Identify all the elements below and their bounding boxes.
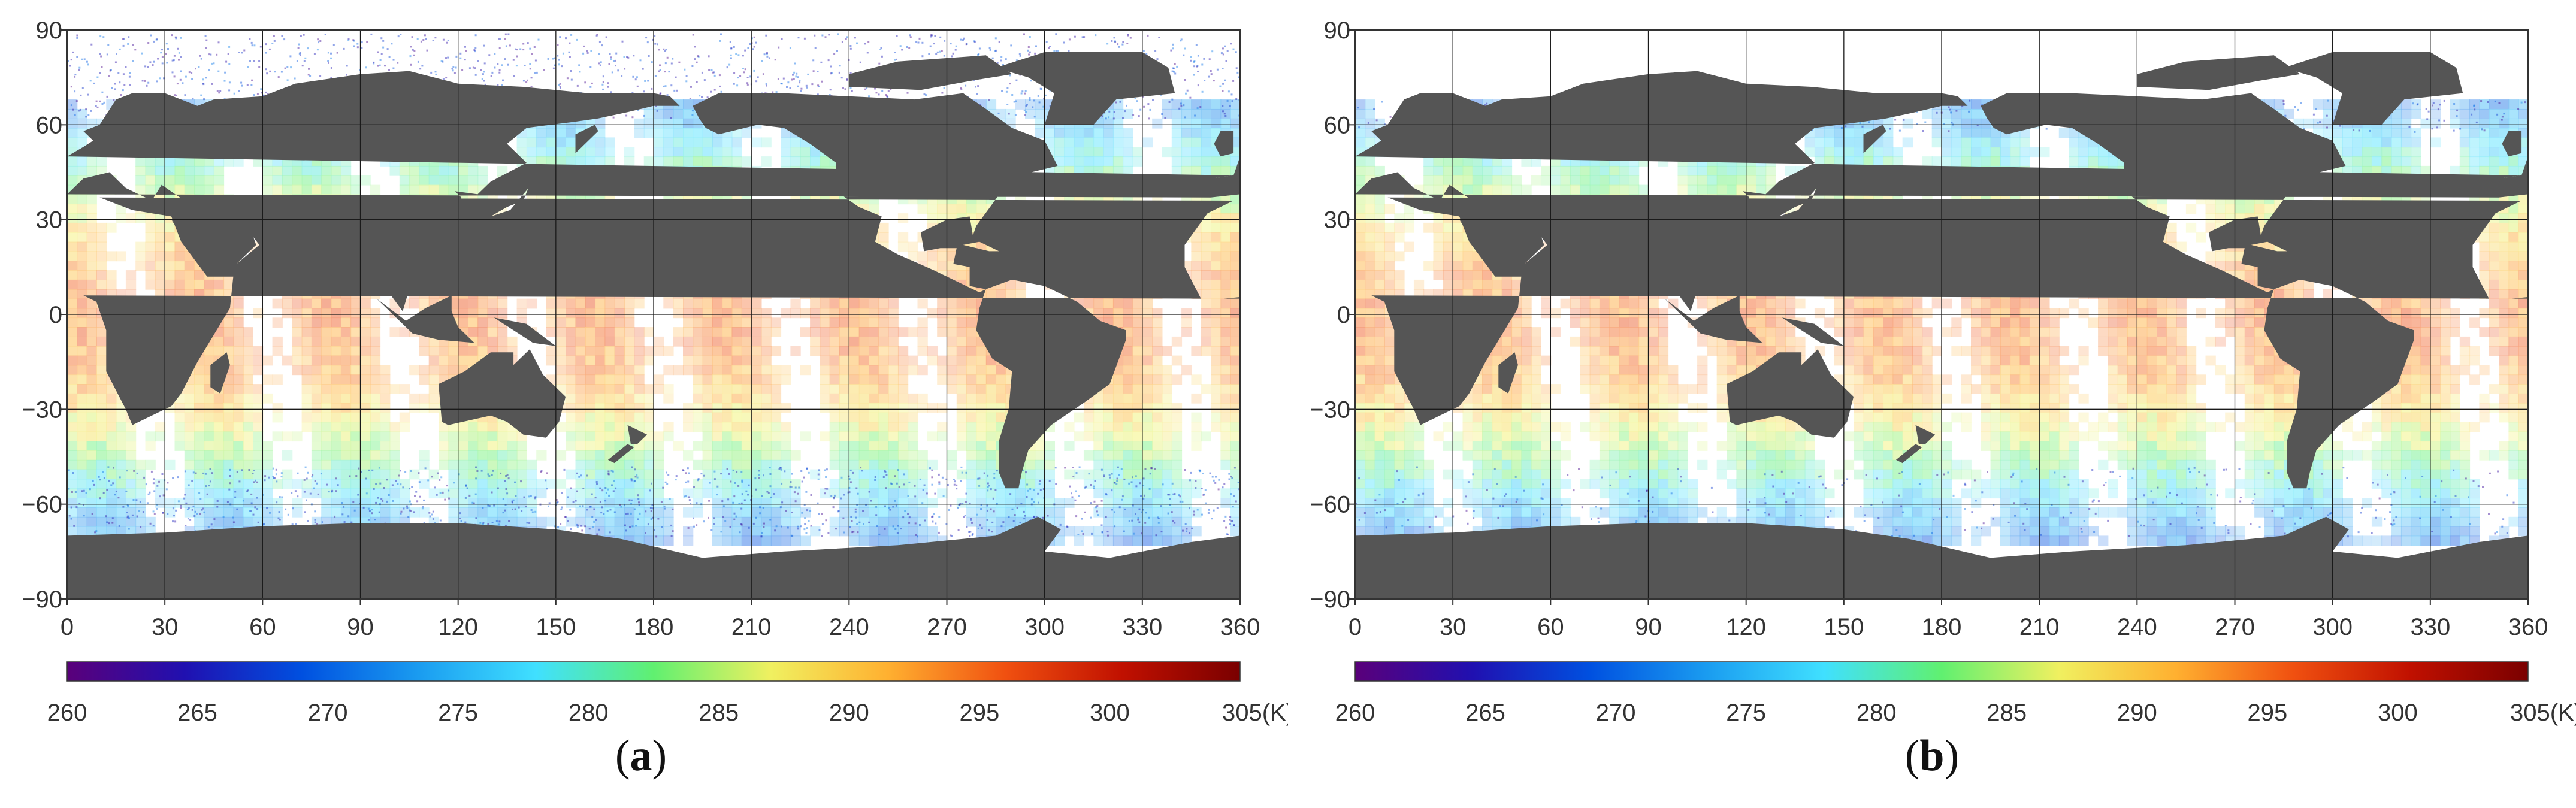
colorbar-tick-label: 300	[2378, 700, 2418, 726]
lat-tick-label: 60	[36, 112, 63, 138]
panel-b: 90 60 30 0 −30 −60 −90 0 30 60 90 120 150 180 210 240 27…	[1288, 0, 2576, 808]
lon-tick-label: 330	[1122, 614, 1162, 640]
lat-tick-label: 30	[1324, 207, 1351, 234]
land-mask-wrap	[2499, 156, 2528, 299]
colorbar-tick-label: 285	[1987, 700, 2027, 726]
lat-tick-label: 90	[36, 17, 63, 44]
lat-tick-label: −60	[1310, 492, 1350, 518]
colorbar-tick-label: 295	[960, 700, 1000, 726]
lon-tick-label: 360	[2508, 614, 2548, 640]
lon-tick-label: 330	[2410, 614, 2450, 640]
lon-tick-label: 60	[249, 614, 276, 640]
graticule	[1355, 30, 2528, 599]
lon-tick-label: 240	[2117, 614, 2157, 640]
lon-tick-label: 90	[1635, 614, 1662, 640]
panel-a-caption: (a)	[615, 731, 667, 780]
panel-a: 90 60 30 0 −30 −60 −90 0 30 60 90 120 150 180 210 240 27…	[22, 17, 1288, 780]
lon-tick-label: 240	[829, 614, 869, 640]
lon-tick-label: 30	[152, 614, 179, 640]
lat-tick-label: −90	[1310, 586, 1350, 613]
colorbar-tick-label: 290	[829, 700, 869, 726]
lon-tick-label: 30	[1440, 614, 1467, 640]
lat-tick-label: 90	[1324, 17, 1351, 44]
lon-tick-label: 300	[2312, 614, 2353, 640]
lon-tick-label: 210	[2019, 614, 2060, 640]
lon-tick-label: 360	[1220, 614, 1260, 640]
lon-tick-label: 180	[1922, 614, 1962, 640]
colorbar-tick-label: 280	[569, 700, 609, 726]
lat-tick-label: −30	[1310, 397, 1350, 423]
lat-tick-label: 0	[1337, 302, 1350, 328]
lon-tick-label: 120	[438, 614, 478, 640]
colorbar-tick-label: 305(K)	[1222, 700, 1288, 726]
colorbar-tick-label: 285	[699, 700, 739, 726]
colorbar-tick-label: 260	[47, 700, 87, 726]
lat-tick-label: −90	[22, 586, 62, 613]
colorbar-tick-label: 265	[1465, 700, 1505, 726]
colorbar	[66, 661, 1241, 682]
colorbar-tick-label: 265	[177, 700, 217, 726]
lon-tick-label: 150	[536, 614, 576, 640]
colorbar	[1354, 661, 2529, 682]
lon-tick-label: 0	[61, 614, 74, 640]
panel-b-caption: (b)	[1904, 731, 1960, 780]
graticule	[67, 30, 1240, 599]
colorbar-tick-label: 260	[1335, 700, 1375, 726]
lon-tick-label: 270	[927, 614, 967, 640]
lon-tick-label: 210	[731, 614, 772, 640]
colorbar-tick-label: 280	[1857, 700, 1897, 726]
lat-tick-label: −60	[22, 492, 62, 518]
colorbar-tick-label: 300	[1090, 700, 1130, 726]
colorbar-tick-label: 270	[1596, 700, 1636, 726]
colorbar-tick-label: 275	[1726, 700, 1766, 726]
lon-tick-label: 120	[1726, 614, 1766, 640]
lat-tick-label: 60	[1324, 112, 1351, 138]
lat-tick-label: −30	[22, 397, 62, 423]
lat-tick-label: 30	[36, 207, 63, 234]
lon-tick-label: 60	[1537, 614, 1564, 640]
lon-tick-label: 0	[1349, 614, 1362, 640]
lon-tick-label: 270	[2215, 614, 2255, 640]
colorbar-tick-label: 270	[308, 700, 348, 726]
lon-tick-label: 150	[1824, 614, 1864, 640]
colorbar-tick-label: 290	[2117, 700, 2157, 726]
lon-tick-label: 90	[347, 614, 374, 640]
land-mask-wrap	[1211, 156, 1240, 299]
colorbar-tick-label: 275	[438, 700, 478, 726]
colorbar-tick-label: 305(K)	[2510, 700, 2576, 726]
lon-tick-label: 300	[1024, 614, 1065, 640]
colorbar-tick-label: 295	[2248, 700, 2288, 726]
lon-tick-label: 180	[634, 614, 674, 640]
lat-tick-label: 0	[49, 302, 62, 328]
